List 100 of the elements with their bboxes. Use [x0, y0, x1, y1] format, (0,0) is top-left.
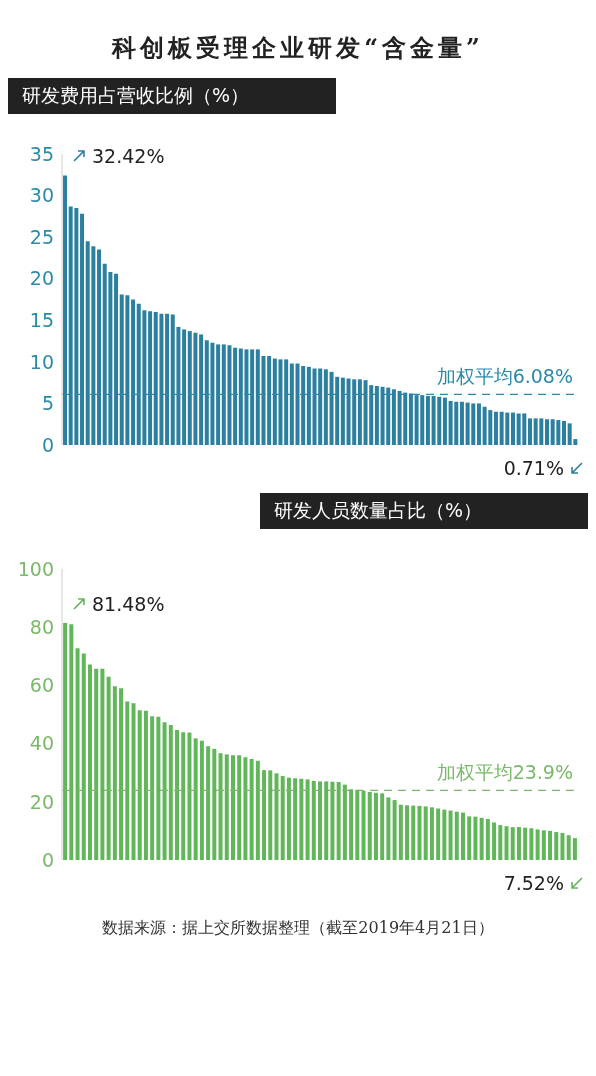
annotation: 32.42%	[92, 145, 165, 168]
bar	[423, 806, 428, 860]
bar	[392, 800, 397, 860]
bar	[417, 805, 422, 860]
bar	[230, 755, 235, 860]
bar	[398, 804, 403, 860]
y-tick-label: 35	[29, 142, 54, 165]
bar	[498, 825, 503, 860]
bar	[367, 791, 372, 860]
bar	[529, 828, 534, 860]
text: 0.71%	[503, 457, 564, 479]
chart-subtitle: 研发人员数量占比（%）	[260, 493, 588, 529]
bar	[504, 826, 509, 860]
bar	[429, 807, 434, 860]
bar	[545, 419, 549, 445]
y-tick-label: 100	[17, 557, 54, 580]
bar	[299, 778, 304, 860]
bar	[527, 418, 532, 445]
bar	[560, 832, 565, 860]
ref-line-label: 加权平均23.9%	[436, 760, 573, 783]
bar	[572, 838, 577, 860]
bar	[473, 816, 478, 860]
y-tick-label: 60	[29, 674, 54, 697]
bar	[380, 793, 385, 860]
bar	[100, 668, 105, 860]
bar	[243, 757, 248, 860]
bar	[342, 784, 347, 860]
bar	[249, 759, 254, 860]
bar	[81, 653, 86, 860]
bar	[305, 779, 310, 860]
bar	[411, 805, 416, 860]
y-tick-label: 15	[29, 309, 54, 332]
bar	[324, 781, 329, 860]
bar	[461, 812, 465, 860]
bar	[523, 827, 528, 860]
bar	[454, 811, 459, 860]
bar	[268, 770, 273, 860]
y-tick-label: 25	[29, 225, 54, 248]
bar	[492, 822, 497, 860]
bar	[349, 789, 354, 860]
bar	[212, 748, 217, 860]
bar	[87, 664, 92, 860]
bar	[386, 797, 391, 860]
y-tick-label: 0	[41, 433, 54, 456]
bar	[274, 773, 279, 860]
bar	[255, 760, 260, 860]
bar	[510, 827, 515, 860]
bar	[112, 686, 117, 860]
bar	[510, 412, 515, 445]
y-tick-label: 20	[29, 790, 54, 813]
bar	[137, 710, 142, 860]
bar	[280, 775, 285, 860]
bar	[125, 701, 130, 860]
bar	[237, 755, 242, 860]
ref-line-label: 加权平均6.08%	[436, 364, 573, 387]
bar	[286, 777, 291, 860]
bar	[199, 740, 204, 860]
chart-title: 科创板受理企业研发“含金量”	[110, 32, 485, 64]
bar	[224, 754, 229, 860]
bar	[459, 401, 464, 445]
bar	[175, 729, 180, 860]
bar	[156, 716, 161, 860]
bar	[63, 622, 68, 860]
bar	[119, 688, 124, 860]
bar	[318, 781, 323, 860]
bar	[479, 817, 484, 860]
bar	[69, 624, 74, 860]
bar	[516, 827, 521, 860]
bar	[448, 810, 453, 860]
bar	[193, 738, 198, 860]
bar	[150, 716, 155, 860]
bar	[168, 724, 173, 860]
bar	[162, 722, 167, 860]
bar	[187, 732, 192, 860]
bar	[535, 829, 540, 860]
bar	[373, 792, 378, 860]
bar	[293, 778, 298, 860]
bar	[330, 781, 335, 860]
annotation: 81.48%	[92, 592, 165, 615]
bar	[131, 703, 136, 860]
bar	[311, 780, 316, 860]
bar	[442, 809, 447, 860]
y-tick-label: 30	[29, 184, 54, 207]
bar	[181, 732, 186, 860]
bar	[476, 403, 481, 445]
y-tick-label: 80	[29, 615, 54, 638]
bar	[485, 818, 490, 860]
bar	[493, 411, 498, 445]
bar	[405, 805, 410, 860]
bar	[566, 835, 571, 860]
bar	[75, 648, 80, 860]
bar	[467, 816, 472, 860]
y-tick-label: 40	[29, 732, 54, 755]
y-tick-label: 0	[41, 848, 54, 871]
source-note: 数据来源：据上交所数据整理（截至2019年4月21日）	[101, 917, 495, 939]
y-tick-label: 20	[29, 267, 54, 290]
bar	[262, 770, 267, 860]
bar	[106, 676, 111, 860]
bar	[355, 789, 360, 860]
bar	[436, 808, 441, 860]
